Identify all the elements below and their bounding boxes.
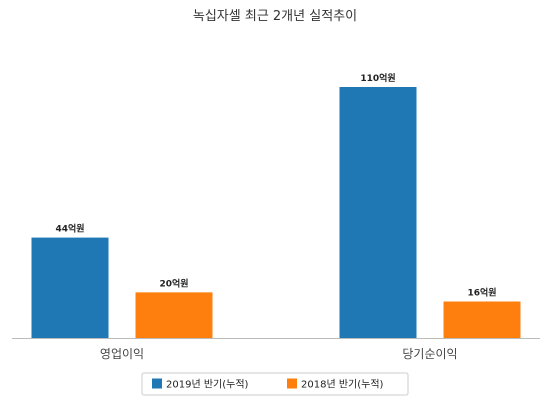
data-label: 44억원 [55, 223, 84, 235]
legend-label: 2019년 반기(누적) [166, 379, 249, 391]
bar-2019-0 [31, 237, 109, 338]
category-label: 영업이익 [100, 347, 144, 361]
bar-2018-1 [443, 301, 521, 338]
legend-swatch [287, 378, 297, 389]
data-label: 110억원 [360, 72, 395, 84]
data-label: 16억원 [467, 286, 496, 298]
legend-label: 2018년 반기(누적) [301, 379, 384, 391]
bar-2019-1 [339, 87, 417, 338]
category-label: 당기순이익 [402, 347, 457, 361]
legend: 2019년 반기(누적) 2018년 반기(누적) [141, 372, 409, 396]
legend-swatch [152, 378, 162, 389]
data-label: 20억원 [159, 277, 188, 289]
legend-box [141, 372, 409, 396]
chart-title: 녹십자셀 최근 2개년 실적추이 [193, 9, 357, 24]
bar-2018-0 [135, 292, 213, 338]
